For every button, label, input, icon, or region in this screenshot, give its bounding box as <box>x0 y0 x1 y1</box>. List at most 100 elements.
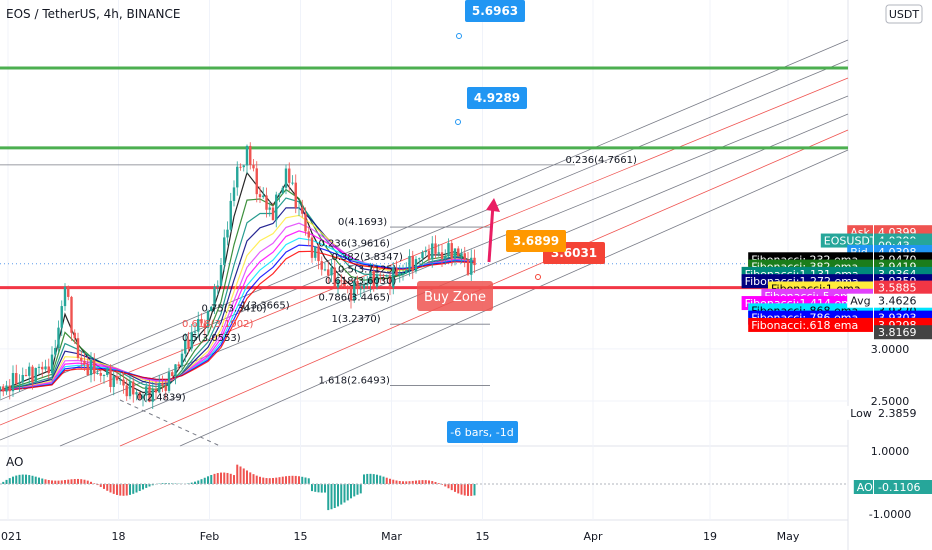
fib-label: 0.786(3.4465) <box>319 292 391 303</box>
ao-bar <box>54 480 57 484</box>
candle-body <box>317 246 320 262</box>
candle-body <box>379 274 382 276</box>
fib-label: 0.5(3.7125) <box>338 265 397 276</box>
ao-bar <box>372 474 375 484</box>
ao-bar <box>356 484 359 495</box>
candle-body <box>369 270 372 285</box>
ao-bar <box>99 484 102 487</box>
candle-body <box>122 379 125 386</box>
candle-body <box>70 296 73 333</box>
candle-body <box>203 323 206 328</box>
candle-body <box>353 280 356 301</box>
ao-bar <box>67 479 70 484</box>
ao-bar <box>119 484 122 496</box>
candle-body <box>327 269 330 276</box>
ao-bar <box>44 479 47 484</box>
candle-body <box>0 386 2 391</box>
candle-body <box>463 253 466 260</box>
ao-bar <box>220 472 222 484</box>
candle-body <box>434 243 437 254</box>
candle-body <box>11 373 15 392</box>
price-label-value-bg <box>874 325 932 340</box>
time-tick: 2021 <box>0 530 22 543</box>
ao-bar <box>366 473 369 484</box>
ao-bar <box>470 484 473 496</box>
ao-bar <box>294 475 297 484</box>
ao-bar <box>210 474 213 484</box>
ao-bar <box>203 477 206 484</box>
candle-body <box>320 261 323 270</box>
fib-label: 0.236(4.7661) <box>566 155 638 166</box>
candle-body <box>125 385 128 397</box>
candle-body <box>297 207 301 209</box>
ao-bar <box>41 478 44 484</box>
ao-bar <box>467 484 469 496</box>
candle-body <box>388 275 392 288</box>
ao-bar <box>307 478 310 484</box>
candle-body <box>343 280 346 287</box>
fib-label: 0.236(3.9616) <box>319 239 391 250</box>
candle-body <box>375 274 379 287</box>
callout-4-9289-anchor <box>455 119 461 125</box>
candle-body <box>41 366 44 370</box>
ao-bar <box>96 484 99 486</box>
candle-body <box>265 195 268 210</box>
ao-bar <box>350 484 352 499</box>
candle-body <box>239 166 242 168</box>
candle-body <box>96 372 99 374</box>
ao-bar <box>138 484 141 492</box>
candle-body <box>301 207 304 214</box>
ao-bar <box>125 484 128 496</box>
candle-body <box>444 255 447 259</box>
candle-body <box>135 392 138 395</box>
ao-bar <box>272 478 274 484</box>
ao-bar <box>431 481 434 484</box>
ao-bar <box>376 474 378 484</box>
ao-bar <box>57 480 60 484</box>
price-label-value-bg <box>874 280 932 295</box>
candle-body <box>408 256 411 271</box>
candle-body <box>437 252 440 254</box>
currency-badge-bg <box>885 4 923 24</box>
ao-bar <box>229 473 232 484</box>
channel-line <box>0 95 849 441</box>
candle-body <box>427 250 431 260</box>
buy-zone-label: Buy Zone <box>424 290 486 305</box>
ao-bar <box>415 480 417 484</box>
ao-bar <box>18 474 21 484</box>
ao-bar <box>38 477 40 484</box>
candle-body <box>457 248 460 257</box>
ao-bar <box>80 479 83 484</box>
ao-bar <box>359 484 362 494</box>
candle-body <box>310 237 314 258</box>
candle-body <box>284 168 288 188</box>
candle-body <box>366 284 369 286</box>
ao-bar <box>112 484 115 494</box>
ao-bar <box>106 484 109 491</box>
ao-bar <box>2 481 5 484</box>
candle-body <box>171 372 174 376</box>
ao-bar <box>86 480 89 484</box>
ao-bar <box>233 475 235 484</box>
channel-line <box>0 59 849 413</box>
ao-bar <box>34 476 37 484</box>
candle-body <box>63 286 67 307</box>
ao-bar <box>194 481 196 484</box>
ao-bar <box>47 480 50 484</box>
candle-body <box>8 385 11 392</box>
ao-bar <box>90 481 92 484</box>
fib-label: 0(4.1693) <box>338 217 387 228</box>
candle-body <box>213 287 216 307</box>
candle-body <box>15 373 18 384</box>
candle-body <box>447 243 450 256</box>
candle-body <box>200 319 203 324</box>
ao-bar <box>64 480 66 484</box>
ao-bar <box>129 484 131 495</box>
fib-label: 0.382(3.8347) <box>332 252 404 263</box>
candle-body <box>161 383 164 386</box>
ao-bar <box>369 473 372 484</box>
candle-body <box>392 267 395 288</box>
fib-label: 0.75(3.3410) <box>202 303 267 314</box>
ao-bar <box>116 484 118 495</box>
